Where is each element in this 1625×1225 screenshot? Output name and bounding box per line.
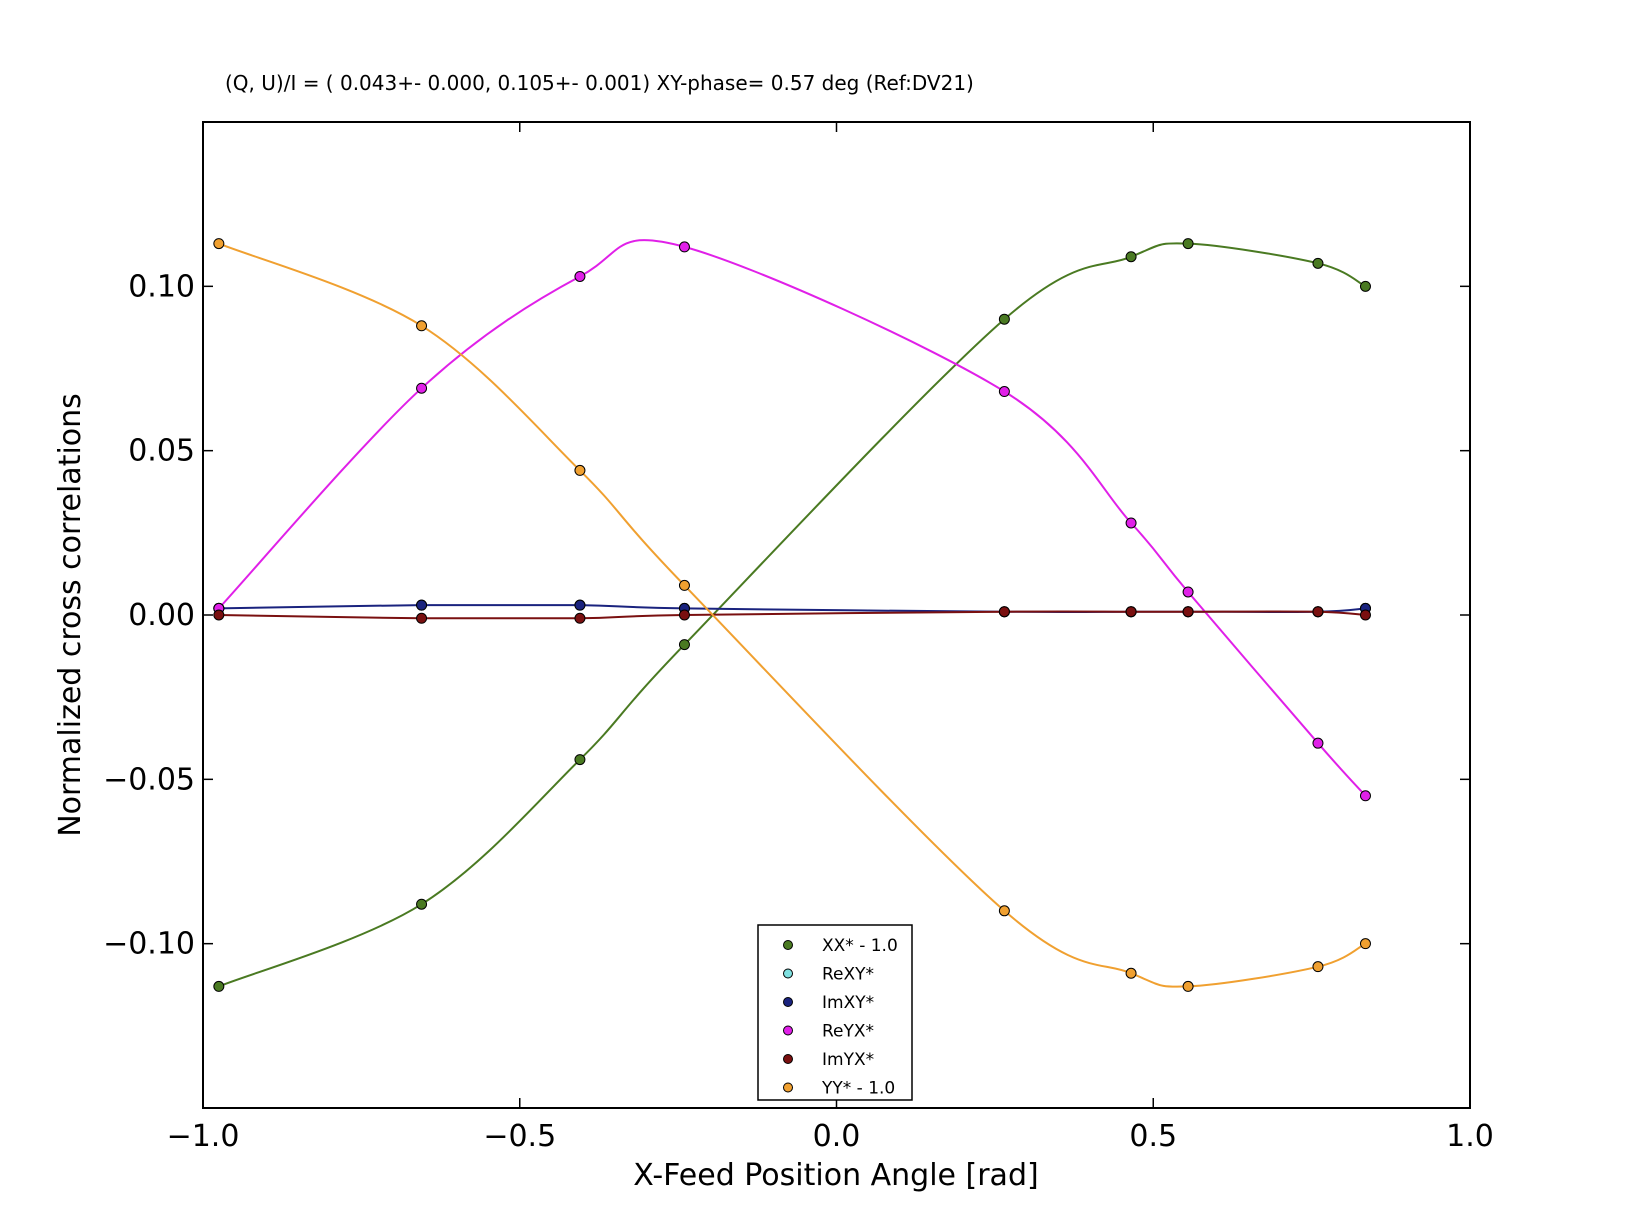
point-yy-1-0 xyxy=(213,238,225,250)
legend-box xyxy=(757,924,913,1101)
y-tick-label: 0.05 xyxy=(128,434,195,469)
x-tick-label: 0.0 xyxy=(813,1119,861,1154)
x-axis: −1.0 −0.5 0.0 0.5 1.0 xyxy=(167,122,1494,1154)
point-reyx xyxy=(1359,790,1371,802)
legend-label-rexy: ReXY* xyxy=(822,965,874,985)
data-points xyxy=(213,238,1371,992)
point-reyx xyxy=(678,241,690,253)
x-tick-label: −0.5 xyxy=(483,1119,556,1154)
y-tick-label: −0.05 xyxy=(103,762,195,797)
y-axis: −0.10 −0.05 0.00 0.05 0.10 xyxy=(103,269,1470,962)
point-imyx xyxy=(213,609,225,621)
point-imyx xyxy=(1359,609,1371,621)
point-xx-1-0 xyxy=(1125,251,1137,263)
point-reyx xyxy=(416,382,428,394)
point-xx-1-0 xyxy=(678,639,690,651)
point-yy-1-0 xyxy=(1359,938,1371,950)
point-reyx xyxy=(998,386,1010,398)
point-yy-1-0 xyxy=(416,320,428,332)
point-imyx xyxy=(1312,606,1324,618)
point-imyx xyxy=(998,606,1010,618)
legend-label-imxy: ImXY* xyxy=(822,993,874,1013)
legend-marker-imxy xyxy=(783,997,793,1007)
point-reyx xyxy=(1312,737,1324,749)
point-imyx xyxy=(1182,606,1194,618)
y-tick-label: −0.10 xyxy=(103,927,195,962)
point-reyx xyxy=(1125,517,1137,529)
y-axis-label: Normalized cross correlations xyxy=(53,393,88,837)
point-imyx xyxy=(678,609,690,621)
legend-marker-yy-1-0 xyxy=(783,1082,793,1093)
point-xx-1-0 xyxy=(416,898,428,910)
x-tick-label: −1.0 xyxy=(167,1119,240,1154)
point-xx-1-0 xyxy=(1312,257,1324,269)
point-imyx xyxy=(1125,606,1137,618)
fit-curves xyxy=(218,239,1367,988)
point-imyx xyxy=(574,612,586,624)
y-tick-label: 0.10 xyxy=(128,269,195,304)
fit-curve-reyx xyxy=(218,239,1367,797)
point-imyx xyxy=(416,612,428,624)
point-yy-1-0 xyxy=(1312,961,1324,973)
point-reyx xyxy=(574,270,586,282)
point-imxy xyxy=(416,599,428,611)
legend-marker-xx-1-0 xyxy=(783,940,793,950)
x-tick-label: 1.0 xyxy=(1446,1119,1494,1154)
point-xx-1-0 xyxy=(1182,238,1194,250)
point-yy-1-0 xyxy=(1125,967,1137,979)
fit-curve-imyx xyxy=(218,610,1366,620)
point-yy-1-0 xyxy=(1182,980,1194,992)
point-imxy xyxy=(574,599,586,611)
legend-marker-reyx xyxy=(783,1025,793,1036)
fit-curve-xx-1-0 xyxy=(218,242,1366,988)
point-yy-1-0 xyxy=(678,579,690,591)
point-xx-1-0 xyxy=(213,980,225,992)
y-tick-label: 0.00 xyxy=(128,598,195,633)
legend-marker-rexy xyxy=(783,968,793,979)
legend-marker-imyx xyxy=(783,1054,793,1064)
fit-curve-yy-1-0 xyxy=(218,242,1366,988)
legend-label-xx-1-0: XX* - 1.0 xyxy=(822,936,898,956)
point-xx-1-0 xyxy=(574,754,586,766)
legend-label-reyx: ReYX* xyxy=(822,1022,874,1042)
legend: XX* - 1.0 ReXY* ImXY* ReYX* ImYX* YY* - 1.0 xyxy=(757,924,913,1101)
legend-label-yy-1-0: YY* - 1.0 xyxy=(821,1079,895,1099)
point-yy-1-0 xyxy=(998,905,1010,917)
point-reyx xyxy=(1182,586,1194,598)
x-axis-label: X-Feed Position Angle [rad] xyxy=(633,1158,1038,1193)
chart-title: (Q, U)/I = ( 0.043+- 0.000, 0.105+- 0.00… xyxy=(225,71,974,95)
point-xx-1-0 xyxy=(1359,280,1371,292)
legend-label-imyx: ImYX* xyxy=(822,1050,874,1070)
point-xx-1-0 xyxy=(998,313,1010,325)
point-yy-1-0 xyxy=(574,464,586,476)
x-tick-label: 0.5 xyxy=(1129,1119,1177,1154)
